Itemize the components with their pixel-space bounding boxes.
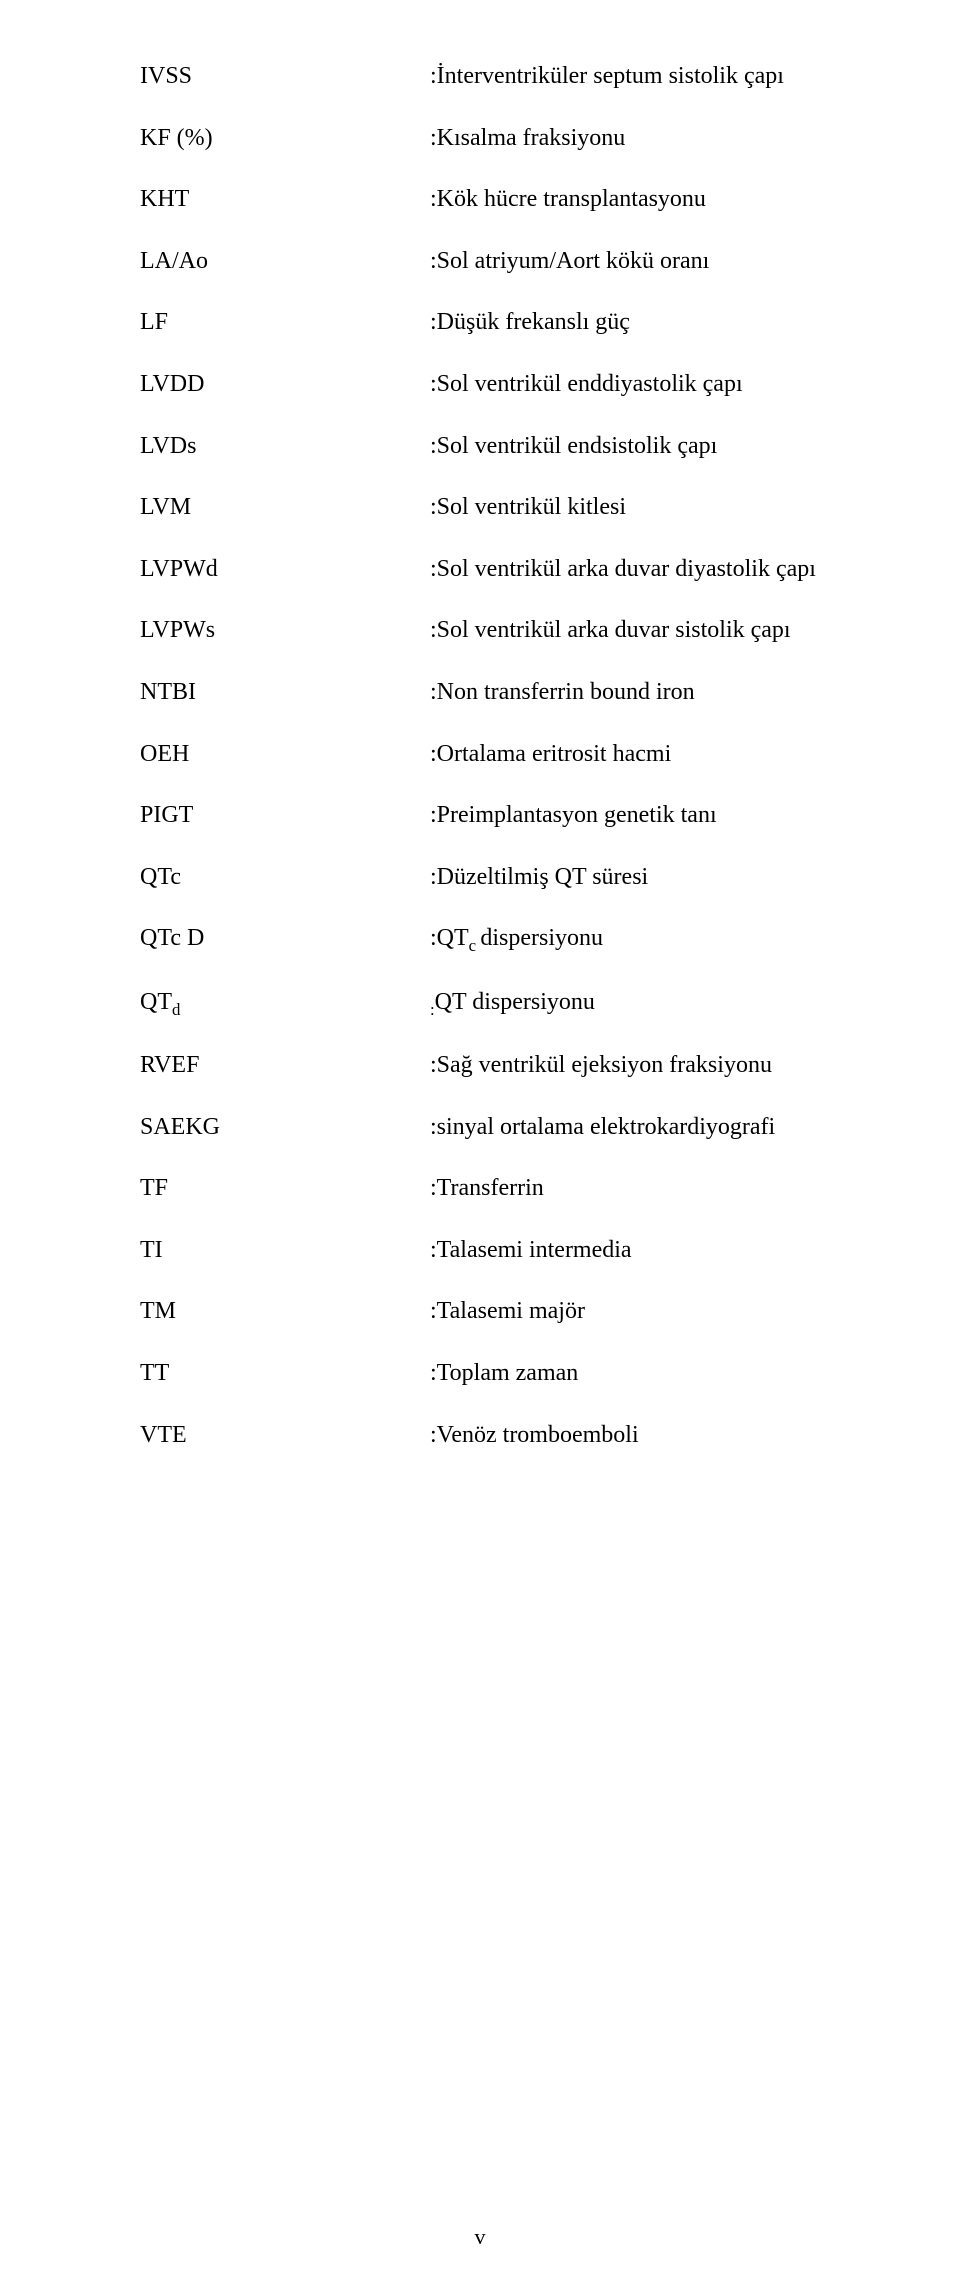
abbrev-term: QTc D <box>140 922 430 956</box>
abbrev-term: LVM <box>140 491 430 525</box>
abbrev-term: LVDs <box>140 430 430 464</box>
abbrev-term: TF <box>140 1172 430 1206</box>
abbrev-definition: :Preimplantasyon genetik tanı <box>430 799 850 833</box>
abbrev-row: RVEF:Sağ ventrikül ejeksiyon fraksiyonu <box>140 1049 850 1083</box>
abbrev-definition: :Transferrin <box>430 1172 850 1206</box>
abbrev-term: LVPWs <box>140 614 430 648</box>
abbrev-definition: :Sol ventrikül endsistolik çapı <box>430 430 850 464</box>
abbrev-definition: :Sol ventrikül arka duvar sistolik çapı <box>430 614 850 648</box>
abbrev-row: VTE:Venöz tromboemboli <box>140 1419 850 1453</box>
abbrev-row: LVM:Sol ventrikül kitlesi <box>140 491 850 525</box>
abbrev-definition: :sinyal ortalama elektrokardiyografi <box>430 1111 850 1145</box>
abbrev-definition: :Non transferrin bound iron <box>430 676 850 710</box>
abbrev-definition: :QTc dispersiyonu <box>430 922 850 957</box>
abbrev-definition: :Venöz tromboemboli <box>430 1419 850 1453</box>
abbrev-row: PIGT:Preimplantasyon genetik tanı <box>140 799 850 833</box>
abbrev-row: NTBI:Non transferrin bound iron <box>140 676 850 710</box>
abbrev-row: QTc D:QTc dispersiyonu <box>140 922 850 957</box>
abbrev-row: IVSS:İnterventriküler septum sistolik ça… <box>140 60 850 94</box>
abbrev-term: IVSS <box>140 60 430 94</box>
abbrev-definition: :Sol atriyum/Aort kökü oranı <box>430 245 850 279</box>
abbrev-term: RVEF <box>140 1049 430 1083</box>
abbrev-definition: :Düzeltilmiş QT süresi <box>430 861 850 895</box>
abbrev-row: QTd:QT dispersiyonu <box>140 986 850 1021</box>
abbrev-row: TI:Talasemi intermedia <box>140 1234 850 1268</box>
abbrev-row: LVPWd:Sol ventrikül arka duvar diyastoli… <box>140 553 850 587</box>
abbrev-definition: :Kök hücre transplantasyonu <box>430 183 850 217</box>
abbrev-definition: :Ortalama eritrosit hacmi <box>430 738 850 772</box>
abbrev-term: NTBI <box>140 676 430 710</box>
abbrev-term: TM <box>140 1295 430 1329</box>
abbrev-definition: :Sol ventrikül arka duvar diyastolik çap… <box>430 553 850 587</box>
abbrev-row: LVPWs:Sol ventrikül arka duvar sistolik … <box>140 614 850 648</box>
abbrev-term: LVDD <box>140 368 430 402</box>
abbrev-term: OEH <box>140 738 430 772</box>
abbrev-definition: :Talasemi intermedia <box>430 1234 850 1268</box>
page: IVSS:İnterventriküler septum sistolik ça… <box>0 0 960 2290</box>
abbrev-row: LVDs:Sol ventrikül endsistolik çapı <box>140 430 850 464</box>
abbreviation-list: IVSS:İnterventriküler septum sistolik ça… <box>140 60 850 1452</box>
abbrev-row: TM:Talasemi majör <box>140 1295 850 1329</box>
abbrev-row: TF:Transferrin <box>140 1172 850 1206</box>
abbrev-definition: :Kısalma fraksiyonu <box>430 122 850 156</box>
abbrev-definition: :Sol ventrikül enddiyastolik çapı <box>430 368 850 402</box>
abbrev-row: LA/Ao:Sol atriyum/Aort kökü oranı <box>140 245 850 279</box>
abbrev-definition: :Sağ ventrikül ejeksiyon fraksiyonu <box>430 1049 850 1083</box>
abbrev-term: LVPWd <box>140 553 430 587</box>
abbrev-row: OEH:Ortalama eritrosit hacmi <box>140 738 850 772</box>
abbrev-term: PIGT <box>140 799 430 833</box>
abbrev-row: KHT:Kök hücre transplantasyonu <box>140 183 850 217</box>
abbrev-row: TT:Toplam zaman <box>140 1357 850 1391</box>
abbrev-term: KF (%) <box>140 122 430 156</box>
abbrev-row: LF:Düşük frekanslı güç <box>140 306 850 340</box>
abbrev-definition: :Sol ventrikül kitlesi <box>430 491 850 525</box>
abbrev-row: LVDD:Sol ventrikül enddiyastolik çapı <box>140 368 850 402</box>
abbrev-term: QTc <box>140 861 430 895</box>
abbrev-term: TT <box>140 1357 430 1391</box>
abbrev-row: QTc:Düzeltilmiş QT süresi <box>140 861 850 895</box>
abbrev-definition: :QT dispersiyonu <box>430 986 850 1021</box>
abbrev-definition: :İnterventriküler septum sistolik çapı <box>430 60 850 94</box>
abbrev-term: QTd <box>140 986 430 1021</box>
abbrev-row: KF (%):Kısalma fraksiyonu <box>140 122 850 156</box>
abbrev-row: SAEKG:sinyal ortalama elektrokardiyograf… <box>140 1111 850 1145</box>
abbrev-definition: :Talasemi majör <box>430 1295 850 1329</box>
abbrev-term: SAEKG <box>140 1111 430 1145</box>
abbrev-term: TI <box>140 1234 430 1268</box>
abbrev-term: VTE <box>140 1419 430 1453</box>
abbrev-term: KHT <box>140 183 430 217</box>
abbrev-term: LA/Ao <box>140 245 430 279</box>
abbrev-term: LF <box>140 306 430 340</box>
abbrev-definition: :Düşük frekanslı güç <box>430 306 850 340</box>
abbrev-definition: :Toplam zaman <box>430 1357 850 1391</box>
page-number: v <box>0 2224 960 2250</box>
